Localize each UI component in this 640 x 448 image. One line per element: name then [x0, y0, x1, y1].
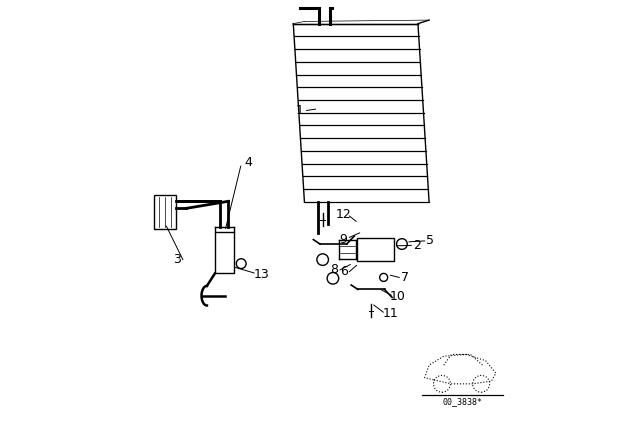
- Bar: [215, 233, 234, 273]
- Text: 13: 13: [253, 268, 269, 281]
- Text: 5: 5: [426, 234, 435, 247]
- Text: 1: 1: [296, 104, 304, 117]
- Text: 8: 8: [330, 263, 339, 276]
- Text: 6: 6: [340, 265, 348, 278]
- Text: 7: 7: [401, 271, 410, 284]
- Text: 12: 12: [336, 208, 351, 221]
- Text: 11: 11: [383, 306, 398, 319]
- Text: 00_3838*: 00_3838*: [442, 397, 483, 406]
- Bar: [154, 194, 176, 229]
- Text: 3: 3: [173, 253, 180, 266]
- Bar: [357, 238, 394, 261]
- Text: 2: 2: [413, 239, 421, 252]
- Text: 4: 4: [244, 156, 252, 169]
- Text: 10: 10: [390, 289, 405, 303]
- Text: 9: 9: [340, 233, 348, 246]
